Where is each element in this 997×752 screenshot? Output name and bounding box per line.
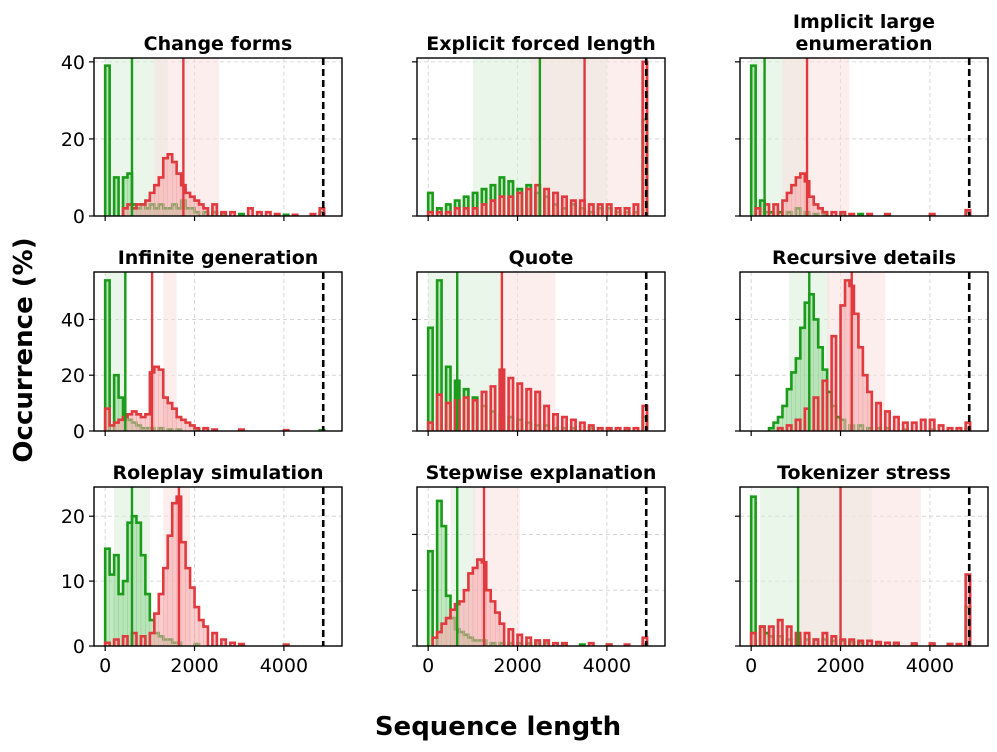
axes-frame xyxy=(739,271,989,432)
panel-title: Stepwise explanation xyxy=(426,462,657,484)
plot-area-tokenizer-stress xyxy=(740,487,988,646)
green-histogram-bar xyxy=(109,574,115,646)
figure-ylabel: Occurrence (%) xyxy=(9,237,39,462)
red-histogram-outline xyxy=(754,172,972,216)
x-tick-label: 4000 xyxy=(906,655,954,677)
panel-title: Quote xyxy=(509,247,574,269)
panel-roleplay-simulation: 0 2000 4000 0 10 20 Roleplay simulation xyxy=(61,462,343,677)
red-histogram-bar xyxy=(472,567,478,646)
y-tick-label: 0 xyxy=(73,421,85,443)
axes-frame xyxy=(739,57,989,217)
panel-title: Infinite generation xyxy=(118,247,319,269)
y-tick-label: 20 xyxy=(61,506,85,528)
x-tick-label: 4000 xyxy=(260,655,308,677)
red-histogram-bar xyxy=(140,416,146,431)
y-tick-label: 40 xyxy=(61,52,85,74)
red-interval-band xyxy=(163,272,177,431)
x-tick-label: 2000 xyxy=(493,655,541,677)
panel-title: Tokenizer stress xyxy=(777,462,951,484)
axes-frame xyxy=(416,57,666,217)
axes-frame xyxy=(416,271,666,432)
panel-stepwise-explanation: 0 2000 4000 Stepwise explanation xyxy=(412,462,666,677)
red-histogram-bar xyxy=(140,204,146,216)
panel-title: Roleplay simulation xyxy=(112,462,323,484)
y-tick-label: 20 xyxy=(61,365,85,387)
axes-frame xyxy=(416,486,666,647)
red-histogram-bar xyxy=(167,154,173,216)
plot-area-implicit-large-enumeration xyxy=(740,58,988,216)
red-histogram-outline xyxy=(431,558,649,646)
panel-recursive-details: Recursive details xyxy=(735,247,989,436)
panel-title: Explicit forced length xyxy=(426,33,656,55)
y-tick-label: 0 xyxy=(73,206,85,228)
panel-explicit-forced-length: Explicit forced length xyxy=(412,33,666,221)
x-tick-label: 0 xyxy=(99,655,111,677)
panel-tokenizer-stress: 0 2000 4000 Tokenizer stress xyxy=(735,462,989,677)
y-tick-label: 0 xyxy=(73,636,85,658)
y-tick-label: 40 xyxy=(61,309,85,331)
red-histogram-outline xyxy=(776,279,972,431)
red-histogram-outline xyxy=(121,153,326,216)
x-tick-label: 2000 xyxy=(170,655,218,677)
axes-frame xyxy=(93,486,343,647)
panel-title: Change forms xyxy=(144,33,293,55)
panel-title: Implicit large enumeration xyxy=(793,11,935,55)
red-histogram-bar xyxy=(154,366,159,431)
x-tick-label: 4000 xyxy=(583,655,631,677)
plot-area-infinite-generation xyxy=(94,272,342,431)
plot-area-quote xyxy=(417,272,665,431)
y-tick-label: 20 xyxy=(61,129,85,151)
x-tick-label: 0 xyxy=(745,655,757,677)
panel-quote: Quote xyxy=(412,247,666,436)
y-tick-label: 10 xyxy=(61,571,85,593)
red-interval-band xyxy=(795,487,921,646)
x-tick-label: 2000 xyxy=(816,655,864,677)
axes-frame xyxy=(93,271,343,432)
red-histogram-outline xyxy=(749,573,972,646)
panel-title: Recursive details xyxy=(772,247,956,269)
plot-area-stepwise-explanation xyxy=(417,487,665,646)
plot-area-change-forms xyxy=(94,58,342,216)
x-tick-label: 0 xyxy=(422,655,434,677)
green-histogram-outline xyxy=(103,279,326,431)
figure-xlabel: Sequence length xyxy=(375,712,621,742)
red-histogram-outline xyxy=(426,60,649,216)
subplot-panels: 0 20 40 Change forms Explicit forced length I… xyxy=(61,11,989,677)
red-histogram-bar xyxy=(459,601,465,646)
plot-area-recursive-details xyxy=(740,272,988,431)
panel-change-forms: 0 20 40 Change forms xyxy=(61,33,343,228)
panel-implicit-large-enumeration: Implicit large enumeration xyxy=(735,11,989,221)
plot-area-explicit-forced-length xyxy=(417,58,665,216)
axes-frame xyxy=(93,57,343,217)
red-histogram-bar xyxy=(477,559,482,646)
red-histogram-outline xyxy=(103,495,290,646)
panel-infinite-generation: 0 20 40 Infinite generation xyxy=(61,247,343,443)
plot-area-roleplay-simulation xyxy=(94,487,342,646)
axes-frame xyxy=(739,486,989,647)
